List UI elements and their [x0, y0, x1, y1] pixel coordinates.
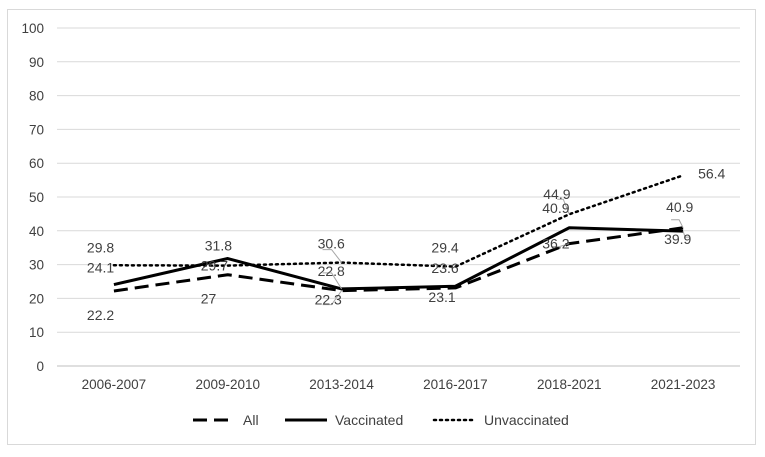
- data-label: 29.8: [87, 239, 114, 255]
- data-label: 31.8: [205, 238, 232, 254]
- y-tick-label: 90: [29, 55, 44, 70]
- data-label: 22.8: [318, 263, 345, 279]
- label-leader-lines: [322, 198, 691, 306]
- y-tick-label: 50: [29, 190, 44, 205]
- data-label: 22.2: [87, 307, 114, 323]
- legend-label: Unvaccinated: [484, 412, 569, 428]
- leader-line: [682, 230, 691, 238]
- chart-frame: [7, 9, 756, 445]
- data-label: 24.1: [87, 260, 114, 276]
- y-tick-label: 80: [29, 89, 44, 104]
- data-label: 44.9: [543, 186, 570, 202]
- leader-line: [557, 198, 570, 215]
- series-line-unvaccinated: [112, 174, 685, 268]
- y-tick-label: 0: [36, 359, 44, 374]
- y-tick-label: 70: [29, 122, 44, 137]
- y-axis-ticks: 0 10 20 30 40 50 60 70 80 90 100: [21, 21, 44, 374]
- series-lines: [112, 174, 685, 293]
- series-line-all: [113, 226, 684, 293]
- data-label: 29.4: [431, 240, 458, 256]
- y-tick-label: 30: [29, 258, 44, 273]
- data-label: 30.6: [318, 236, 345, 252]
- data-label: 56.4: [698, 165, 725, 181]
- data-label: 39.9: [664, 231, 691, 247]
- data-label: 40.9: [666, 199, 693, 215]
- legend-label: Vaccinated: [335, 412, 403, 428]
- x-tick-label: 2018-2021: [537, 377, 602, 392]
- y-tick-label: 20: [29, 291, 44, 306]
- data-label: 23.1: [428, 289, 455, 305]
- data-label: 40.9: [542, 200, 569, 216]
- data-label: 27: [201, 291, 217, 307]
- data-label: 22.3: [315, 292, 342, 308]
- y-tick-label: 60: [29, 156, 44, 171]
- data-labels: 22.2 27 22.3 23.1 36.2 40.9 24.1 31.8 22.8 23.6 40…: [87, 165, 726, 323]
- data-label: 36.2: [542, 236, 569, 252]
- gridlines: [57, 27, 740, 367]
- leader-line: [671, 219, 684, 228]
- leader-line: [322, 290, 342, 306]
- legend-label: All: [243, 412, 259, 428]
- x-tick-label: 2009-2010: [195, 377, 260, 392]
- leader-line: [322, 249, 342, 263]
- series-line-vaccinated: [113, 226, 684, 291]
- y-tick-label: 100: [21, 21, 44, 36]
- x-axis-ticks: 2006-2007 2009-2010 2013-2014 2016-2017 2018…: [82, 377, 716, 392]
- x-tick-label: 2016-2017: [423, 377, 488, 392]
- leader-line: [322, 272, 343, 290]
- x-tick-label: 2021-2023: [651, 377, 716, 392]
- y-tick-label: 40: [29, 224, 44, 239]
- data-label: 29.7: [201, 258, 228, 274]
- leader-line: [551, 243, 570, 248]
- data-label: 23.6: [431, 260, 458, 276]
- x-tick-label: 2013-2014: [309, 377, 374, 392]
- x-tick-label: 2006-2007: [82, 377, 147, 392]
- y-tick-label: 10: [29, 325, 44, 340]
- legend: All Vaccinated Unvaccinated: [193, 412, 569, 428]
